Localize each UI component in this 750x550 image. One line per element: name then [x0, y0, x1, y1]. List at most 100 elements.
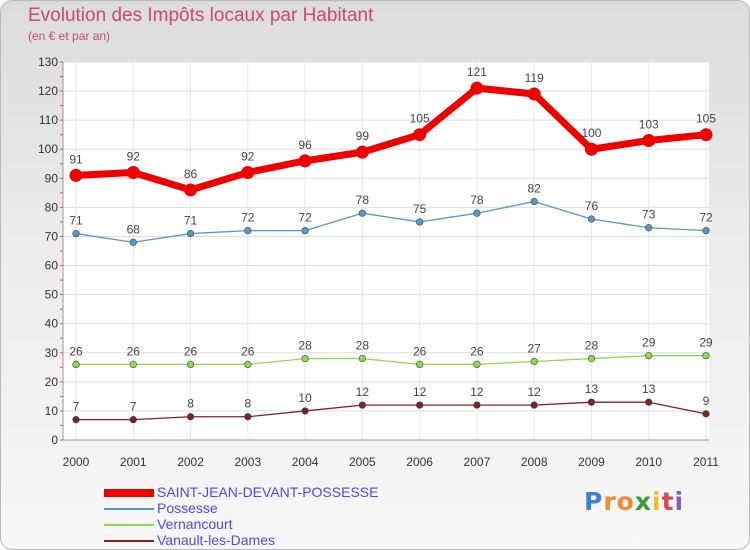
data-label: 26 [69, 344, 83, 358]
data-point [473, 401, 481, 409]
data-label: 72 [241, 211, 255, 225]
data-point [301, 227, 309, 235]
y-tick-label: 20 [45, 375, 59, 389]
data-point [702, 410, 710, 418]
legend-swatch [104, 508, 154, 510]
data-point [244, 227, 252, 235]
data-point [413, 128, 427, 142]
data-point [244, 413, 252, 421]
series-line [75, 401, 707, 421]
data-point [587, 215, 596, 223]
data-point [72, 229, 80, 238]
data-point [416, 360, 424, 369]
data-point [527, 87, 541, 101]
chart-subtitle: (en € et par an) [28, 29, 111, 43]
logo-letter: i [674, 487, 685, 516]
legend-swatch [104, 489, 154, 497]
data-point [645, 352, 653, 360]
y-tick-label: 110 [39, 113, 58, 127]
y-tick-label: 100 [38, 142, 58, 156]
data-label: 8 [187, 397, 194, 411]
x-tick-label: 2003 [234, 455, 261, 469]
data-point [186, 229, 195, 238]
y-tick-label: 30 [45, 346, 59, 360]
data-label: 26 [470, 344, 484, 358]
data-label: 105 [696, 112, 716, 126]
data-label: 28 [356, 339, 370, 353]
data-label: 26 [413, 344, 427, 358]
data-label: 103 [639, 118, 659, 132]
data-point [702, 227, 710, 235]
y-tick-label: 60 [45, 259, 59, 273]
data-label: 99 [356, 129, 370, 143]
legend-swatch [104, 540, 154, 542]
legend-label: Vernancourt [157, 516, 233, 532]
y-tick-label: 70 [45, 229, 59, 243]
y-tick-label: 80 [45, 200, 59, 214]
data-point [244, 360, 252, 369]
x-tick-label: 2007 [464, 455, 491, 469]
series-line [75, 200, 707, 243]
data-label: 8 [244, 397, 251, 411]
data-label: 82 [528, 182, 542, 196]
data-label: 78 [356, 193, 370, 207]
data-label: 28 [298, 339, 312, 353]
data-label: 12 [470, 385, 484, 399]
data-label: 92 [127, 149, 141, 163]
data-label: 72 [699, 211, 713, 225]
data-label: 13 [642, 382, 656, 396]
x-tick-label: 2006 [406, 455, 433, 469]
data-point [470, 81, 484, 95]
data-point [184, 183, 198, 197]
data-label: 91 [69, 152, 83, 166]
data-label: 71 [184, 214, 198, 228]
data-label: 26 [127, 344, 141, 358]
data-point [301, 354, 309, 363]
data-point [355, 145, 369, 159]
data-label: 72 [298, 211, 312, 225]
data-point [358, 401, 366, 409]
data-point [584, 142, 598, 156]
data-point [126, 165, 140, 179]
data-label: 28 [585, 339, 599, 353]
data-label: 12 [413, 385, 427, 399]
y-tick-label: 0 [51, 433, 58, 447]
y-tick-label: 90 [45, 171, 59, 185]
x-tick-label: 2009 [578, 455, 605, 469]
logo-letter: x [634, 487, 652, 516]
data-label: 10 [298, 391, 312, 405]
legend-label: SAINT-JEAN-DEVANT-POSSESSE [157, 484, 379, 500]
x-tick-label: 2008 [521, 455, 548, 469]
proxiti-logo: Proxiti [584, 487, 684, 516]
data-point [699, 128, 713, 142]
data-point [587, 398, 596, 406]
data-point [416, 218, 424, 226]
data-label: 29 [699, 336, 713, 350]
data-point [645, 224, 653, 232]
x-tick-label: 2002 [177, 455, 204, 469]
data-point [241, 165, 255, 179]
data-label: 100 [581, 126, 601, 140]
data-label: 27 [528, 341, 542, 355]
x-tick-label: 2004 [292, 455, 319, 469]
data-label: 86 [184, 167, 198, 181]
data-point [186, 360, 195, 369]
chart-title: Evolution des Impôts locaux par Habitant [28, 5, 374, 26]
logo-letter: i [652, 487, 662, 516]
legend-swatch [104, 524, 154, 526]
line-chart: 0 10 20 30 40 50 60 70 80 90 100 110 120 130 2000 2001 2… [38, 55, 719, 469]
data-point [298, 154, 312, 168]
data-point [530, 401, 538, 409]
data-label: 92 [241, 149, 255, 163]
data-label: 121 [467, 65, 487, 79]
logo-letter: r [603, 487, 617, 516]
data-point [72, 416, 80, 424]
data-label: 7 [73, 400, 80, 414]
data-point [645, 398, 653, 406]
data-point [72, 360, 80, 369]
logo-letter: t [661, 487, 675, 516]
plot-area [63, 62, 709, 440]
data-label: 75 [413, 202, 427, 216]
logo-letter: P [584, 487, 604, 516]
